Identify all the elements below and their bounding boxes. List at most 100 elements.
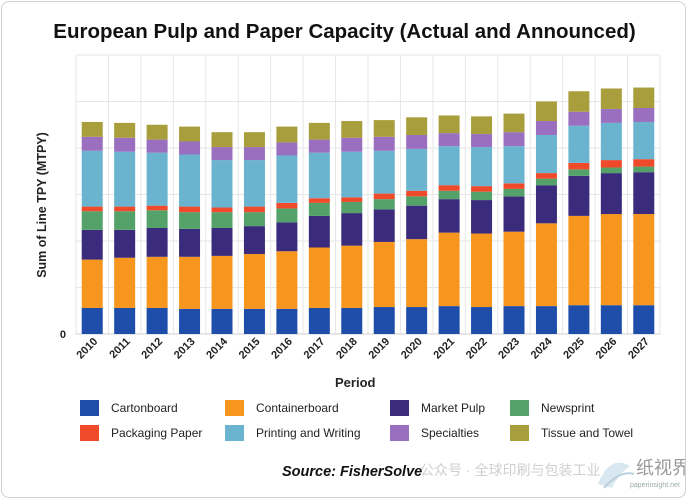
legend: Cartonboard Containerboard Market Pulp News… <box>80 400 680 450</box>
bar-segment-cartonboard-2019 <box>373 307 395 334</box>
bar-segment-newsprint-2021 <box>438 190 460 200</box>
bar-segment-containerboard-2027 <box>633 214 655 306</box>
bar-segment-specialties-2022 <box>471 134 493 148</box>
legend-label: Tissue and Towel <box>541 426 634 440</box>
bar-segment-newsprint-2010 <box>81 211 103 230</box>
bar-segment-tissue-and-towel-2018 <box>341 121 363 138</box>
bar-segment-containerboard-2020 <box>406 239 428 308</box>
legend-label: Containerboard <box>256 401 339 415</box>
x-tick-label: 2026 <box>594 336 620 362</box>
legend-label: Market Pulp <box>421 401 486 415</box>
bar-segment-cartonboard-2020 <box>406 307 428 334</box>
bar-segment-containerboard-2019 <box>373 241 395 308</box>
bar-segment-market-pulp-2017 <box>308 215 330 248</box>
bar-segment-newsprint-2012 <box>146 210 168 228</box>
bar-segment-specialties-2015 <box>243 147 265 161</box>
bar-segment-packaging-paper-2017 <box>308 198 330 203</box>
bar-segment-tissue-and-towel-2010 <box>81 121 103 137</box>
bar-segment-market-pulp-2018 <box>341 213 363 246</box>
bar-segment-printing-and-writing-2013 <box>179 154 201 207</box>
x-tick-label: 2018 <box>334 336 360 362</box>
watermark-text: 公众号 · 全球印刷与包装工业 <box>420 462 601 478</box>
bar-segment-newsprint-2016 <box>276 208 298 223</box>
legend-swatch <box>225 425 244 441</box>
bar-segment-market-pulp-2011 <box>114 229 136 258</box>
x-tick-label: 2011 <box>107 336 132 361</box>
bar-segment-market-pulp-2020 <box>406 205 428 240</box>
bar-segment-printing-and-writing-2011 <box>114 151 136 207</box>
bar-segment-tissue-and-towel-2015 <box>243 132 265 148</box>
bar-segment-packaging-paper-2013 <box>179 206 201 213</box>
bar-segment-packaging-paper-2010 <box>81 206 103 212</box>
bar-segment-packaging-paper-2021 <box>438 185 460 191</box>
bar-segment-containerboard-2013 <box>179 256 201 309</box>
bar-segment-specialties-2026 <box>600 108 622 123</box>
bar-segment-specialties-2010 <box>81 136 103 151</box>
bar-segment-specialties-2024 <box>535 121 557 135</box>
bar-segment-specialties-2016 <box>276 142 298 156</box>
bar-segment-containerboard-2018 <box>341 245 363 308</box>
bar-segment-tissue-and-towel-2025 <box>568 91 590 112</box>
bar-segment-tissue-and-towel-2013 <box>179 126 201 142</box>
bar-segment-containerboard-2022 <box>471 233 493 308</box>
bar-segment-containerboard-2021 <box>438 232 460 307</box>
legend-label: Packaging Paper <box>111 426 203 440</box>
bar-segment-containerboard-2012 <box>146 256 168 308</box>
bar-segment-newsprint-2017 <box>308 202 330 216</box>
legend-swatch <box>390 425 409 441</box>
bar-segment-market-pulp-2019 <box>373 209 395 242</box>
chart-title: European Pulp and Paper Capacity (Actual… <box>53 20 636 43</box>
bar-segment-tissue-and-towel-2024 <box>535 101 557 122</box>
bar-segment-market-pulp-2021 <box>438 199 460 233</box>
bar-segment-specialties-2014 <box>211 147 233 161</box>
bar-segment-market-pulp-2015 <box>243 226 265 255</box>
bar-segment-containerboard-2016 <box>276 251 298 309</box>
bar-segment-cartonboard-2027 <box>633 305 655 334</box>
bar-segment-cartonboard-2023 <box>503 306 525 334</box>
legend-label: Cartonboard <box>111 401 178 415</box>
bar-segment-packaging-paper-2026 <box>600 160 622 168</box>
x-tick-label: 2010 <box>75 336 101 362</box>
bar-segment-specialties-2017 <box>308 139 330 153</box>
bar-segment-cartonboard-2022 <box>471 307 493 334</box>
bar-segment-market-pulp-2013 <box>179 228 201 257</box>
legend-swatch <box>510 425 529 441</box>
bar-segment-market-pulp-2025 <box>568 175 590 216</box>
bar-segment-tissue-and-towel-2022 <box>471 116 493 135</box>
bar-segment-printing-and-writing-2023 <box>503 146 525 184</box>
bar-segment-cartonboard-2010 <box>81 307 103 334</box>
bar-segment-newsprint-2023 <box>503 188 525 197</box>
bar-segment-specialties-2027 <box>633 108 655 122</box>
bar-segment-cartonboard-2024 <box>535 306 557 334</box>
bar-segment-packaging-paper-2016 <box>276 202 298 209</box>
legend-item-cartonboard: Cartonboard <box>80 400 178 416</box>
x-tick-label: 2023 <box>496 336 522 362</box>
bar-segment-packaging-paper-2015 <box>243 206 265 213</box>
bar-segment-cartonboard-2014 <box>211 308 233 334</box>
x-tick-label: 2020 <box>399 336 425 362</box>
bar-segment-packaging-paper-2023 <box>503 183 525 189</box>
bar-segment-specialties-2019 <box>373 136 395 151</box>
x-tick-label: 2019 <box>367 336 393 362</box>
bar-segment-market-pulp-2024 <box>535 185 557 224</box>
bar-segment-market-pulp-2010 <box>81 229 103 260</box>
bar-segment-containerboard-2011 <box>114 257 136 308</box>
bar-segment-packaging-paper-2011 <box>114 206 136 212</box>
legend-swatch <box>225 400 244 416</box>
bar-segment-printing-and-writing-2022 <box>471 147 493 187</box>
bar-segment-newsprint-2020 <box>406 196 428 206</box>
bar-segment-specialties-2018 <box>341 137 363 152</box>
bar-segment-newsprint-2027 <box>633 166 655 173</box>
bar-segment-tissue-and-towel-2012 <box>146 124 168 140</box>
legend-item-market-pulp: Market Pulp <box>390 400 485 416</box>
bar-segment-containerboard-2026 <box>600 214 622 306</box>
bar-segment-tissue-and-towel-2020 <box>406 117 428 135</box>
bar-segment-newsprint-2018 <box>341 201 363 214</box>
legend-item-printing-and-writing: Printing and Writing <box>225 425 361 441</box>
bar-segment-newsprint-2025 <box>568 169 590 176</box>
x-tick-label: 2012 <box>139 336 165 362</box>
watermark-site: paperinsight.net <box>630 482 680 489</box>
bar-segment-cartonboard-2026 <box>600 305 622 334</box>
legend-swatch <box>390 400 409 416</box>
bar-segment-cartonboard-2018 <box>341 307 363 334</box>
